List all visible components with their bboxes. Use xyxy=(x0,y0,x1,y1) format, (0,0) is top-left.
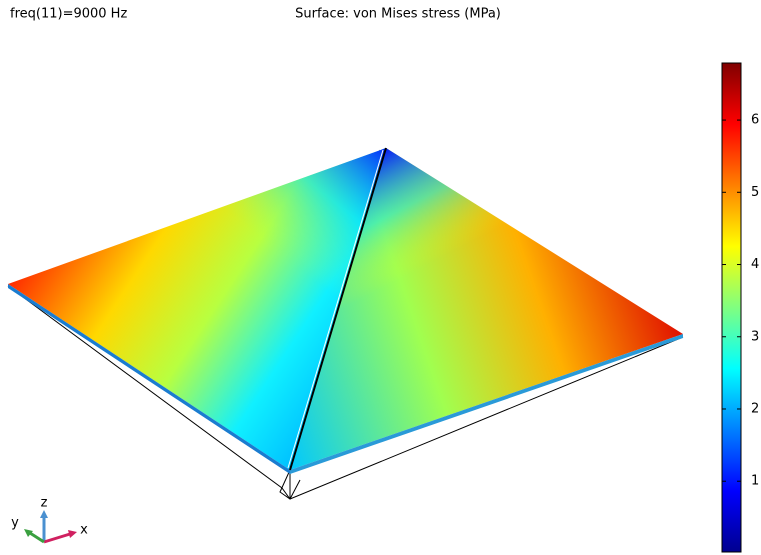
colorbar-tick-label: 1 xyxy=(751,474,759,489)
chart-title: Surface: von Mises stress (MPa) xyxy=(295,7,501,22)
colorbar-tick-label: 2 xyxy=(751,401,759,416)
colorbar xyxy=(721,62,742,553)
axis-label-x: x xyxy=(80,523,88,538)
surface xyxy=(8,147,683,474)
colorbar-tick-label: 6 xyxy=(751,113,759,128)
axis-label-y: y xyxy=(11,516,19,531)
annotation: freq(11)=9000 Hz xyxy=(10,7,127,22)
axis-label-z: z xyxy=(41,496,48,511)
axis-triad: z x y xyxy=(11,496,88,544)
colorbar-tick-label: 3 xyxy=(751,329,759,344)
colorbar-tick-label: 5 xyxy=(751,185,759,200)
colorbar-tick-label: 4 xyxy=(751,257,759,272)
